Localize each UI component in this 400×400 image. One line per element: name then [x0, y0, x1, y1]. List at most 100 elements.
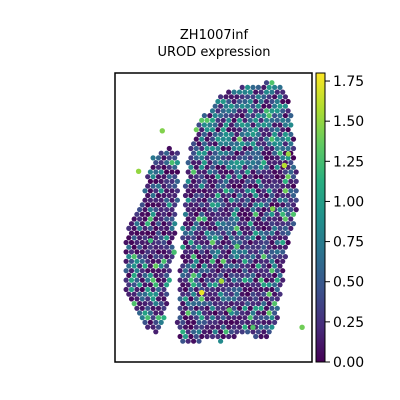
expression-spot: [234, 94, 240, 100]
expression-spot: [212, 131, 218, 137]
expression-spot: [234, 235, 240, 241]
expression-spot: [180, 225, 186, 231]
expression-spot: [239, 310, 245, 316]
expression-spot: [282, 131, 288, 137]
expression-spot: [255, 263, 261, 269]
expression-spot: [128, 239, 135, 246]
expression-spot: [274, 164, 280, 170]
expression-spot: [250, 225, 256, 231]
expression-spot: [218, 291, 224, 297]
expression-spot: [204, 183, 210, 189]
expression-spot: [207, 160, 213, 166]
expression-spot: [164, 225, 170, 231]
expression-spot: [209, 315, 216, 321]
expression-spot: [247, 296, 253, 302]
expression-spot: [258, 258, 264, 264]
expression-spot: [245, 188, 251, 194]
expression-spot: [253, 164, 259, 170]
expression-spot: [177, 305, 183, 311]
expression-spot: [150, 211, 156, 217]
expression-spot: [255, 329, 261, 335]
expression-spot: [234, 169, 240, 175]
expression-spot: [191, 141, 197, 147]
expression-spot: [247, 89, 253, 95]
expression-spot: [263, 89, 270, 95]
expression-spot: [274, 277, 280, 283]
expression-spot: [212, 301, 218, 307]
expression-spot: [236, 89, 243, 95]
expression-spot: [209, 211, 216, 217]
expression-spot: [258, 145, 264, 152]
expression-spot-high: [147, 237, 154, 244]
expression-spot: [142, 263, 148, 269]
expression-spot: [239, 301, 245, 307]
expression-spot: [204, 277, 210, 283]
expression-spot: [191, 282, 197, 288]
expression-spot: [185, 197, 191, 203]
expression-spot: [261, 272, 267, 278]
expression-spot: [228, 263, 234, 269]
expression-spot: [239, 254, 245, 260]
expression-spot: [128, 277, 135, 283]
expression-spot: [182, 239, 189, 246]
expression-spot: [261, 141, 267, 147]
expression-spot: [155, 155, 162, 161]
expression-spot: [174, 160, 180, 166]
expression-spot: [191, 197, 197, 203]
expression-spot: [277, 131, 283, 137]
expression-spot: [247, 98, 253, 105]
expression-spot: [196, 244, 202, 250]
expression-spot: [261, 169, 267, 175]
expression-spot: [245, 169, 251, 175]
expression-spot: [147, 169, 153, 175]
expression-spot: [220, 296, 226, 302]
expression-spot: [182, 221, 189, 227]
expression-spot: [226, 108, 232, 114]
expression-spot: [242, 136, 248, 142]
expression-spot: [239, 188, 245, 194]
expression-spot: [274, 155, 280, 161]
expression-spot: [150, 315, 156, 321]
expression-spot: [142, 188, 148, 194]
expression-spot: [285, 117, 291, 123]
expression-spot: [263, 258, 270, 264]
expression-spot: [209, 324, 216, 330]
expression-spot: [226, 98, 232, 105]
expression-spot: [245, 178, 251, 184]
expression-spot: [242, 89, 248, 95]
expression-spot: [266, 188, 272, 194]
expression-spot: [255, 207, 261, 213]
expression-spot: [191, 310, 197, 316]
expression-spot: [218, 244, 224, 250]
expression-spot: [204, 324, 210, 330]
expression-spot: [253, 286, 259, 293]
expression-spot: [139, 277, 145, 283]
expression-spot: [199, 117, 205, 123]
expression-spot: [126, 263, 132, 269]
expression-spot-high: [299, 324, 305, 330]
expression-spot: [177, 324, 183, 330]
expression-spot: [288, 169, 294, 175]
expression-spot: [280, 155, 286, 161]
expression-spot: [258, 136, 264, 142]
expression-spot: [158, 263, 164, 269]
expression-spot: [263, 211, 270, 217]
expression-spot: [258, 315, 264, 321]
expression-spot: [250, 207, 256, 213]
expression-spot: [255, 310, 261, 316]
expression-spot: [236, 249, 243, 255]
expression-spot: [239, 103, 245, 109]
expression-spot: [134, 286, 140, 293]
expression-spot: [239, 272, 245, 278]
expression-spot: [247, 174, 253, 180]
expression-spot: [228, 216, 234, 222]
expression-spot: [269, 324, 275, 330]
expression-spot: [274, 89, 280, 95]
expression-spot: [193, 305, 199, 311]
expression-spot: [234, 188, 240, 194]
expression-spot: [250, 197, 256, 203]
expression-spot: [274, 98, 280, 105]
expression-spot: [231, 164, 237, 170]
expression-spot: [174, 150, 180, 156]
expression-spot: [253, 315, 259, 321]
